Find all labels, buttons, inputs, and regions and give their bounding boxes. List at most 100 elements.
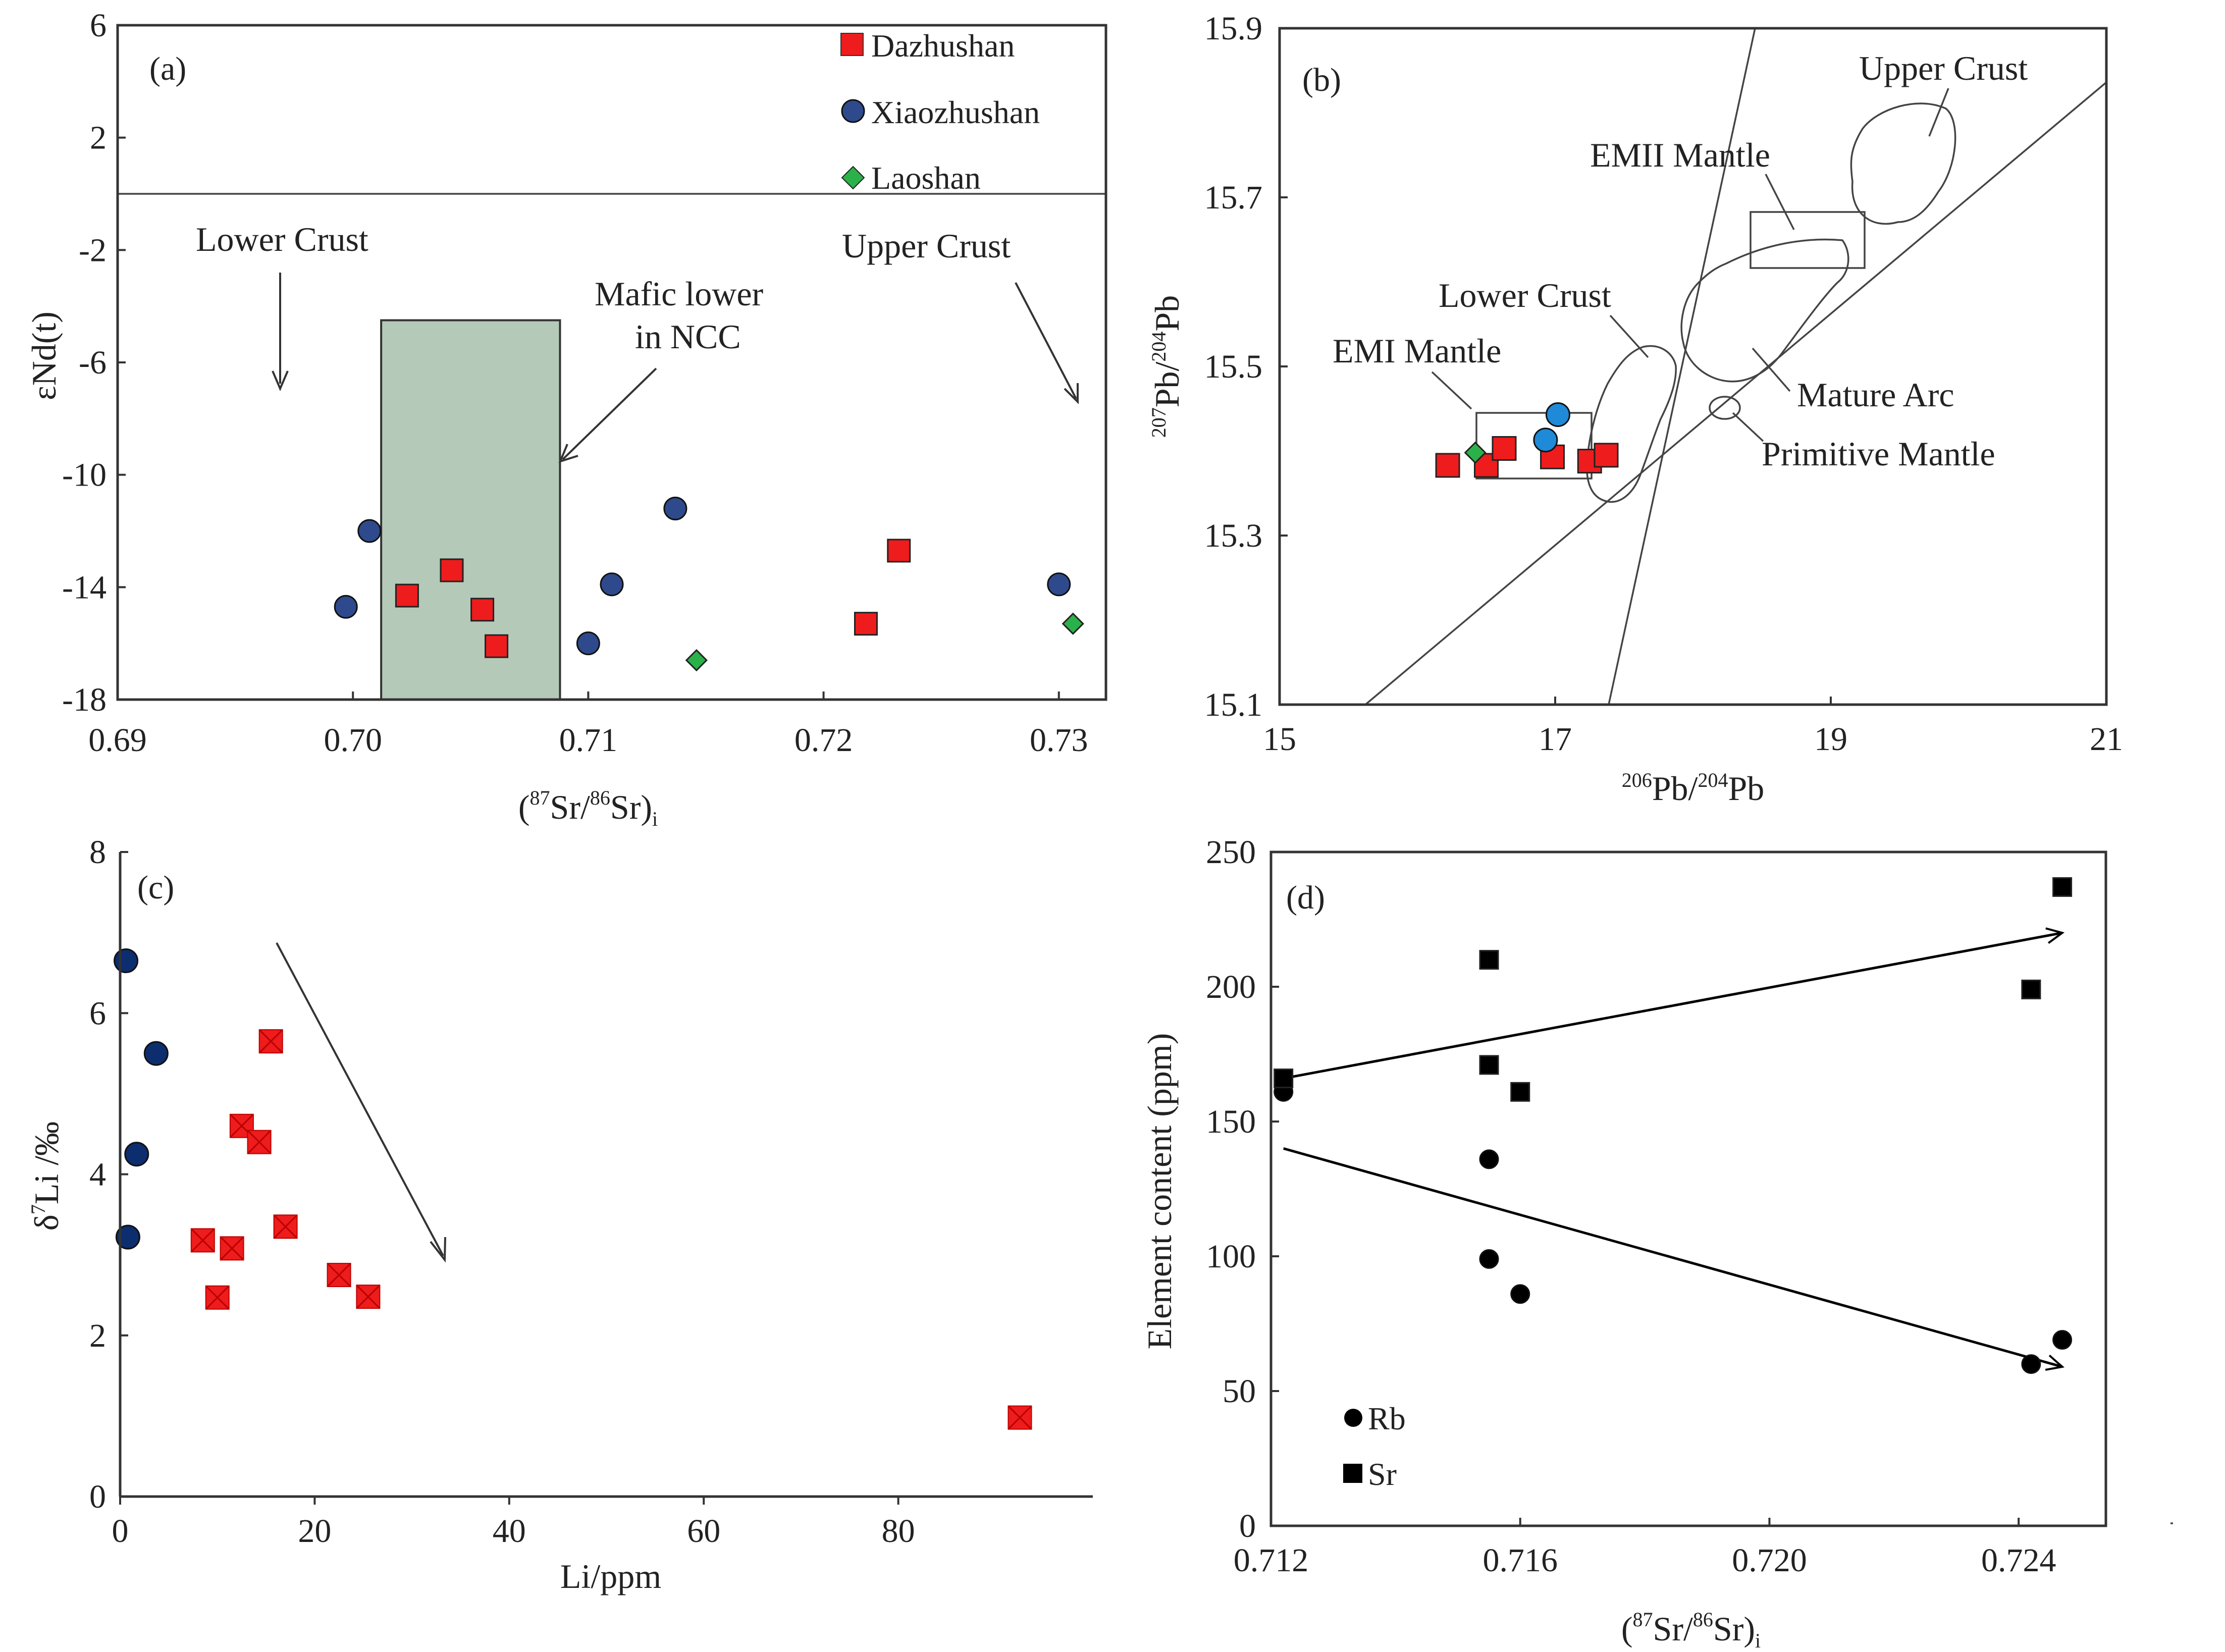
x-tick-label: 0 (112, 1513, 129, 1550)
x-tick-label: 0.69 (88, 722, 147, 759)
point-xiaozhushan-4 (600, 572, 624, 597)
point-dazhushan-7 (205, 1285, 230, 1310)
trend-lines (1283, 927, 2065, 1371)
point-xiaozhushan-1 (334, 595, 358, 619)
nhrl-line (1608, 28, 1756, 705)
y-tick-label: 100 (1206, 1238, 1256, 1275)
y-tick-label: 6 (89, 995, 106, 1032)
x-tick-label: 19 (1814, 721, 1847, 758)
y-tick-label: 150 (1206, 1103, 1256, 1140)
point-dazhushan-3 (470, 598, 495, 622)
point-dazhushan-6 (887, 539, 911, 563)
point-xiaozhushan-1 (1533, 428, 1558, 453)
annotation-emi-mantle: EMI Mantle (1333, 332, 1501, 370)
point-xiaozhushan-2 (1545, 402, 1570, 427)
upper-crust-arrow (1015, 282, 1079, 404)
point-dazhushan-3 (247, 1130, 272, 1154)
annotation-mature-arc: Mature Arc (1797, 376, 1954, 414)
point-dazhushan-4 (485, 634, 509, 658)
x-tick-label: 0.712 (1234, 1542, 1309, 1579)
y-tick-label: 15.7 (1204, 179, 1263, 216)
data-points (114, 948, 1032, 1430)
point-rb-6 (2052, 1330, 2073, 1350)
plot-frame (1269, 850, 2107, 1527)
annotation-lower-crust: Lower Crust (1439, 276, 1611, 314)
point-dazhushan-6 (1594, 443, 1619, 468)
legend-marker-laoshan (841, 166, 865, 190)
point-dazhushan-2 (440, 558, 464, 582)
point-dazhushan-8 (327, 1262, 351, 1288)
primitive-mantle-leader (1732, 412, 1764, 442)
point-dazhushan-5 (854, 612, 878, 636)
x-tick-label: 0.71 (559, 722, 618, 759)
y-tick-label: 50 (1223, 1373, 1256, 1410)
legend-label-sr: Sr (1368, 1456, 1397, 1492)
y-axis-title: δ7Li /‰ (27, 1122, 66, 1231)
y-tick-label: 2 (89, 1317, 106, 1354)
y-axis-title: εNd(t) (25, 311, 63, 400)
x-tick-label: 0.716 (1482, 1542, 1558, 1579)
point-dazhushan-1 (1435, 453, 1460, 478)
trend-arrow (276, 942, 446, 1263)
x-axis-title: Li/ppm (560, 1557, 661, 1595)
x-tick-label: 0.720 (1732, 1542, 1807, 1579)
point-laoshan-1 (1464, 441, 1487, 464)
axis-ticks: 15 17 19 21 15.1 15.3 15.5 15.7 15.9 (1204, 10, 2124, 758)
legend: Rb Sr (1343, 1401, 1406, 1492)
legend: Dazhushan Xiaozhushan Laoshan (840, 28, 1040, 196)
x-tick-label: 0.724 (1981, 1542, 2056, 1579)
y-tick-label: 15.5 (1204, 348, 1263, 385)
data-points (1274, 877, 2073, 1374)
axis-ticks: 0.69 0.70 0.71 0.72 0.73 -18 -14 -10 -6 -2 2 6 (62, 7, 1088, 759)
legend-label-laoshan: Laoshan (871, 160, 981, 196)
y-tick-label: -6 (79, 344, 107, 381)
y-tick-label: 0 (1239, 1508, 1256, 1544)
annotation-primitive-mantle: Primitive Mantle (1762, 435, 1995, 473)
point-rb-5 (2021, 1354, 2041, 1374)
emii-mantle-box (1750, 211, 1866, 269)
y-tick-label: -10 (62, 457, 107, 494)
x-tick-label: 80 (882, 1513, 915, 1550)
x-tick-label: 15 (1263, 721, 1296, 758)
point-xiaozhushan-6 (1047, 572, 1071, 597)
y-tick-label: 15.3 (1204, 517, 1263, 554)
y-tick-label: -18 (62, 681, 107, 718)
mafic-lower-box (380, 319, 561, 701)
legend-label-rb: Rb (1368, 1401, 1406, 1436)
y-tick-label: 8 (89, 834, 106, 871)
point-xiaozhushan-3 (124, 1142, 149, 1167)
x-tick-label: 0.72 (794, 722, 853, 759)
point-sr-5 (2021, 979, 2041, 999)
point-sr-2 (1479, 950, 1499, 970)
panel-label: (d) (1286, 879, 1325, 916)
x-tick-label: 0.70 (324, 722, 382, 759)
sr-trend-line (1283, 931, 2063, 1080)
primitive-mantle-field (1709, 396, 1741, 420)
sr-trend-arrowhead (2045, 927, 2065, 944)
point-sr-6 (2052, 877, 2073, 897)
annotation-upper-crust: Upper Crust (842, 227, 1011, 265)
point-laoshan-2 (1062, 612, 1084, 635)
y-axis-title: 207Pb/204Pb (1147, 295, 1186, 438)
point-dazhushan-6 (220, 1236, 244, 1261)
panel-label: (a) (149, 50, 186, 87)
point-xiaozhushan-1 (114, 948, 139, 973)
panel-b: 15 17 19 21 15.1 15.3 15.5 15.7 15.9 (b) Upper C… (1147, 10, 2123, 808)
rb-trend-line (1283, 1147, 2063, 1368)
point-dazhushan-10 (1008, 1405, 1032, 1430)
x-axis-title: (87Sr/86Sr)i (518, 786, 658, 830)
point-dazhushan-3 (1492, 436, 1517, 461)
x-tick-label: 17 (1539, 721, 1572, 758)
point-dazhushan-1 (395, 583, 419, 608)
x-tick-label: 21 (2090, 721, 2123, 758)
point-sr-1 (1274, 1069, 1294, 1089)
data-points (1435, 402, 1619, 478)
axis-ticks: 0.712 0.716 0.720 0.724 0 50 100 150 200 250 (1206, 834, 2056, 1579)
field-outlines (1364, 28, 2107, 706)
y-tick-label: -2 (79, 232, 107, 269)
geochron-line (1364, 81, 2107, 706)
annotation-mafic-line1: Mafic lower (595, 275, 764, 313)
y-tick-label: 15.1 (1204, 686, 1263, 723)
point-xiaozhushan-2 (357, 519, 382, 543)
y-tick-label: 0 (89, 1478, 106, 1515)
